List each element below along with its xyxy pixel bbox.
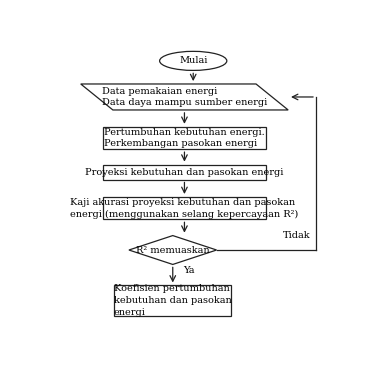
Text: Data pemakaian energi
Data daya mampu sumber energi: Data pemakaian energi Data daya mampu su… — [102, 87, 267, 107]
Text: Koefisien pertumbuhan
kebutuhan dan pasokan
energi: Koefisien pertumbuhan kebutuhan dan paso… — [114, 284, 231, 317]
Polygon shape — [129, 236, 216, 264]
Text: R² memuaskan: R² memuaskan — [136, 246, 210, 255]
Bar — [114, 285, 231, 316]
Text: Ya: Ya — [183, 266, 195, 275]
Ellipse shape — [159, 51, 227, 70]
Text: Kaji akurasi proyeksi kebutuhan dan pasokan
energi (menggunakan selang kepercaya: Kaji akurasi proyeksi kebutuhan dan paso… — [70, 198, 299, 219]
Text: Pertumbuhan kebutuhan energi.
Perkembangan pasokan energi: Pertumbuhan kebutuhan energi. Perkembang… — [104, 128, 265, 148]
Bar — [103, 165, 266, 180]
Bar — [103, 197, 266, 219]
Text: Proyeksi kebutuhan dan pasokan energi: Proyeksi kebutuhan dan pasokan energi — [85, 168, 284, 177]
Bar — [103, 127, 266, 149]
Polygon shape — [81, 84, 288, 110]
Text: Tidak: Tidak — [283, 231, 311, 240]
Text: Mulai: Mulai — [179, 56, 207, 65]
